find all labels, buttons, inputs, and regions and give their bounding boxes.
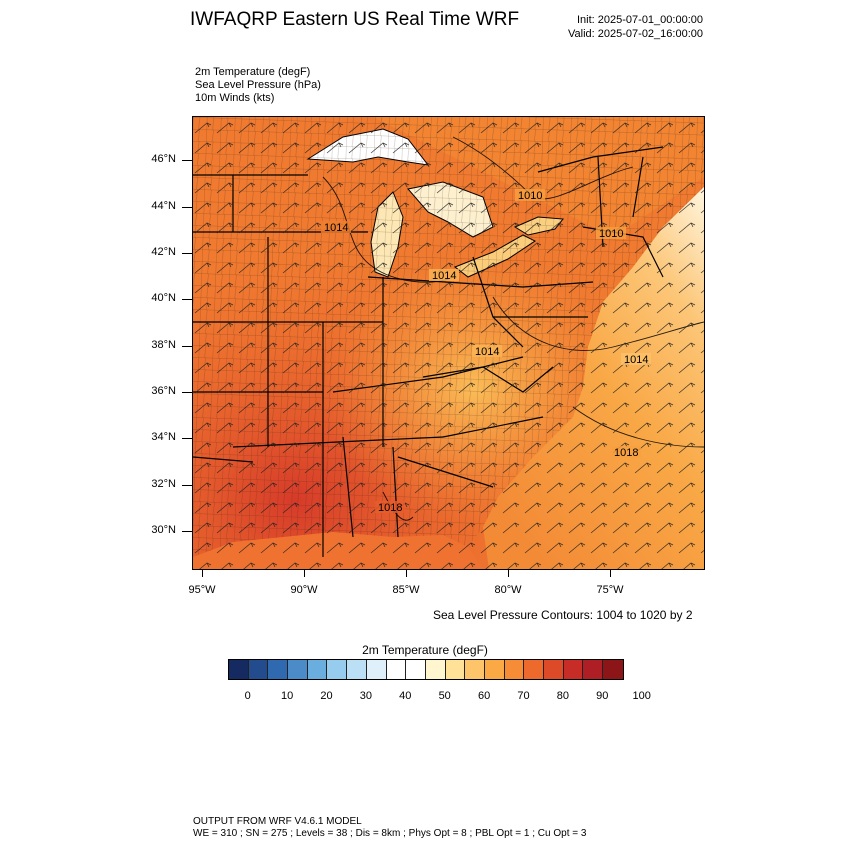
footer-model: OUTPUT FROM WRF V4.6.1 MODEL [193, 816, 362, 827]
colorbar-swatch [268, 660, 289, 679]
colorbar-swatch [288, 660, 308, 679]
pressure-label: 1014 [475, 346, 499, 358]
lat-tick [182, 438, 192, 439]
lat-tick [182, 253, 192, 254]
pressure-label: 1014 [432, 270, 456, 282]
lon-label: 80°W [494, 584, 522, 596]
pressure-label: 1018 [378, 502, 402, 514]
lon-label: 75°W [596, 584, 624, 596]
model-footer: OUTPUT FROM WRF V4.6.1 MODEL WE = 310 ; … [193, 816, 586, 840]
colorbar-swatch [563, 660, 584, 679]
colorbar-swatch [248, 660, 269, 679]
colorbar-tick-label: 80 [556, 690, 570, 702]
field-pressure: Sea Level Pressure (hPa) [195, 79, 321, 91]
lat-label: 44°N [151, 200, 176, 212]
footer-config: WE = 310 ; SN = 275 ; Levels = 38 ; Dis … [193, 828, 587, 839]
colorbar-swatch [445, 660, 466, 679]
map-canvas: 1010 1014 1014 1014 1014 1018 1018 1010 [193, 117, 704, 569]
colorbar-swatch [406, 660, 426, 679]
plot-title: IWFAQRP Eastern US Real Time WRF [190, 9, 520, 30]
valid-time: Valid: 2025-07-02_16:00:00 [568, 28, 703, 40]
colorbar-swatch [425, 660, 446, 679]
field-temperature: 2m Temperature (degF) [195, 66, 311, 78]
colorbar-tick-label: 0 [244, 690, 251, 702]
init-time: Init: 2025-07-01_00:00:00 [577, 14, 703, 26]
lat-tick [182, 346, 192, 347]
colorbar-swatch [524, 660, 544, 679]
colorbar-swatch [465, 660, 485, 679]
colorbar-tick-label: 40 [399, 690, 412, 702]
lat-label: 42°N [151, 246, 176, 258]
colorbar-swatch [583, 660, 604, 679]
lat-tick [182, 485, 192, 486]
lat-tick [182, 531, 192, 532]
lat-label: 32°N [151, 478, 176, 490]
lon-tick [304, 569, 305, 577]
colorbar-tick-label: 70 [517, 690, 530, 702]
contour-info: Sea Level Pressure Contours: 1004 to 102… [433, 608, 693, 622]
pressure-label: 1010 [599, 228, 623, 240]
field-list: 2m Temperature (degF) Sea Level Pressure… [195, 66, 321, 105]
lat-label: 46°N [151, 153, 176, 165]
colorbar-tick-label: 20 [320, 690, 333, 702]
pressure-label: 1014 [324, 222, 348, 234]
lon-label: 85°W [392, 584, 420, 596]
pressure-label: 1014 [624, 354, 648, 366]
lat-label: 30°N [151, 524, 176, 536]
lat-tick [182, 299, 192, 300]
lat-label: 36°N [151, 385, 176, 397]
colorbar-swatch [366, 660, 387, 679]
pressure-label: 1010 [518, 190, 542, 202]
weather-map: 1010 1014 1014 1014 1014 1018 1018 1010 [192, 116, 705, 570]
colorbar-tick-label: 10 [280, 690, 294, 702]
lat-label: 34°N [151, 431, 176, 443]
colorbar [228, 659, 624, 680]
colorbar-swatch [327, 660, 348, 679]
field-winds: 10m Winds (kts) [195, 92, 275, 104]
lon-tick [508, 569, 509, 577]
init-valid-times: Init: 2025-07-01_00:00:00 Valid: 2025-07… [568, 13, 703, 41]
lat-tick [182, 160, 192, 161]
lon-tick [202, 569, 203, 577]
lon-tick [610, 569, 611, 577]
colorbar-tick-label: 90 [596, 690, 609, 702]
pressure-label: 1018 [614, 447, 638, 459]
colorbar-swatch [386, 660, 407, 679]
colorbar-tick-label: 50 [438, 690, 451, 702]
colorbar-swatch [504, 660, 525, 679]
colorbar-swatch [347, 660, 367, 679]
colorbar-swatch [307, 660, 328, 679]
lon-label: 95°W [188, 584, 216, 596]
colorbar-tick-label: 60 [477, 690, 491, 702]
colorbar-title: 2m Temperature (degF) [362, 643, 488, 657]
lat-tick [182, 392, 192, 393]
lat-label: 38°N [151, 339, 176, 351]
colorbar-swatch [603, 660, 623, 679]
lon-label: 90°W [290, 584, 318, 596]
colorbar-tick-label: 100 [632, 690, 651, 702]
colorbar-tick-label: 30 [359, 690, 373, 702]
lon-tick [406, 569, 407, 577]
colorbar-swatch [544, 660, 564, 679]
lat-label: 40°N [151, 292, 176, 304]
colorbar-swatch [229, 660, 249, 679]
colorbar-swatch [484, 660, 505, 679]
lat-tick [182, 207, 192, 208]
